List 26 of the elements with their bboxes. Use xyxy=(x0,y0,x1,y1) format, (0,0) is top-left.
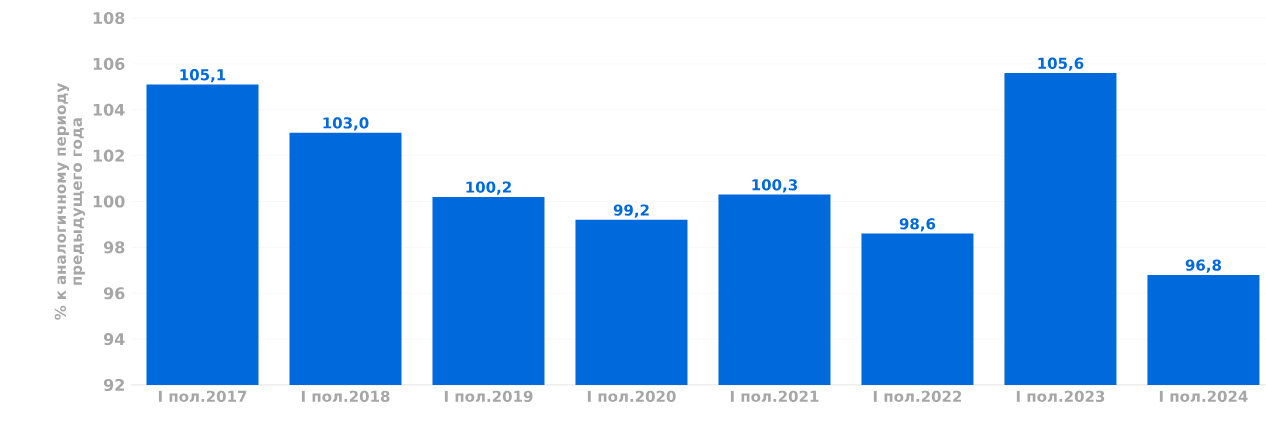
y-tick-label: 92 xyxy=(103,378,124,392)
x-tick-label: I пол.2021 xyxy=(730,390,819,403)
data-label: 105,1 xyxy=(180,69,226,83)
y-tick-label: 98 xyxy=(103,241,125,254)
y-tick-label: 108 xyxy=(93,11,125,25)
x-tick-label: I пол.2024 xyxy=(1159,390,1248,403)
y-axis-title: % к аналогичному периоду предыдущего года xyxy=(54,83,86,320)
y-tick-label: 96 xyxy=(103,287,125,300)
data-label: 98,6 xyxy=(899,218,936,232)
data-label: 105,6 xyxy=(1038,57,1084,71)
y-tick-label: 94 xyxy=(103,333,125,346)
x-tick-label: I пол.2022 xyxy=(873,390,962,403)
x-tick-label: I пол.2020 xyxy=(587,390,676,403)
x-tick-label: I пол.2017 xyxy=(158,390,247,403)
y-tick-label: 106 xyxy=(93,57,125,70)
data-label: 100,3 xyxy=(752,179,797,193)
x-tick-label: I пол.2018 xyxy=(301,390,390,403)
y-tick-label: 100 xyxy=(93,195,125,208)
data-label: 103,0 xyxy=(323,117,369,131)
data-label: 100,2 xyxy=(466,181,511,195)
data-label: 96,8 xyxy=(1185,259,1222,273)
y-tick-label: 102 xyxy=(93,149,124,162)
y-tick-label: 104 xyxy=(93,103,125,116)
x-tick-label: I пол.2019 xyxy=(444,390,533,403)
x-tick-label: I пол.2023 xyxy=(1016,390,1105,403)
data-label: 99,2 xyxy=(613,204,649,218)
